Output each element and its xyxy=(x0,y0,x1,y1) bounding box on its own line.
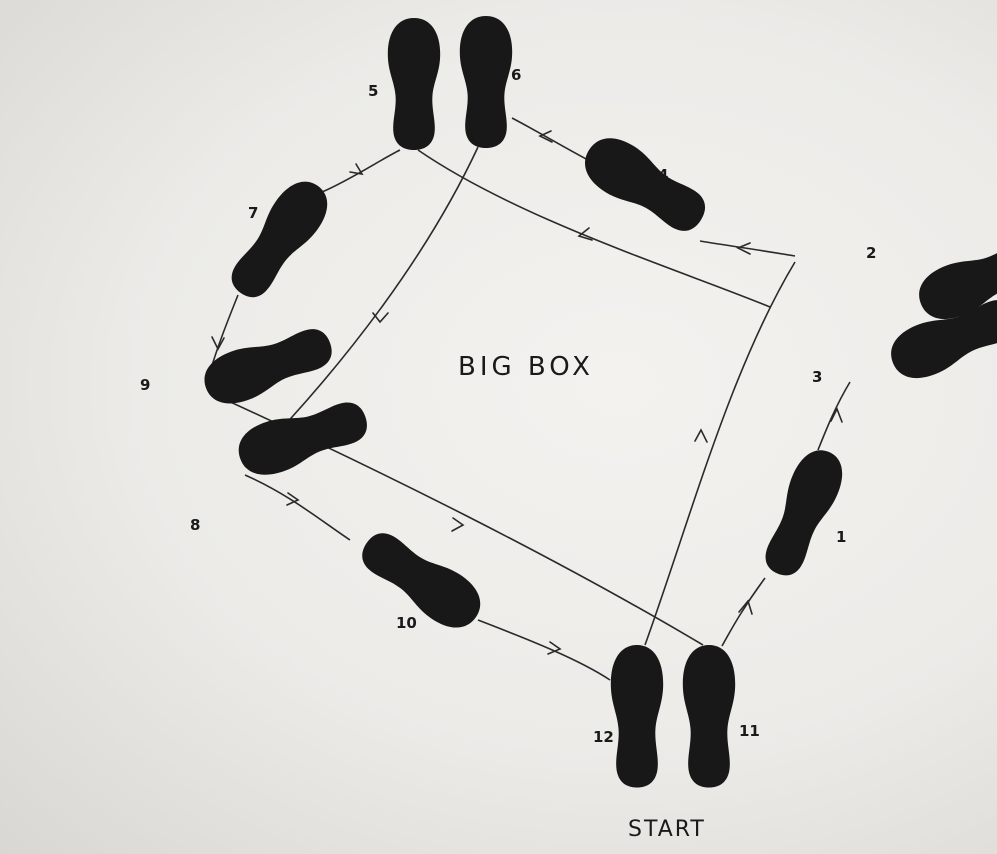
arrow-to-6 xyxy=(538,130,553,143)
path-5-to-7 xyxy=(321,149,401,193)
arrow-to-3 xyxy=(830,407,843,423)
path-arrows xyxy=(211,130,843,655)
path-4-to-6 xyxy=(511,117,589,161)
step-label-6: 6 xyxy=(511,66,521,84)
step-labels: 1 2 3 4 5 6 7 8 9 10 11 12 xyxy=(140,66,876,746)
footprint-4 xyxy=(574,127,716,243)
arrow-to-4 xyxy=(736,242,751,255)
footprint-5 xyxy=(387,18,441,150)
footprint-10 xyxy=(351,521,491,639)
step-label-1: 1 xyxy=(836,528,846,546)
footprint-6 xyxy=(459,16,513,148)
big-box-title: BIG BOX xyxy=(458,352,594,382)
path-10-to-12 xyxy=(477,619,611,681)
arrow-to-10 xyxy=(286,492,300,506)
path-3-to-5 xyxy=(417,149,771,308)
footprint-7 xyxy=(220,171,339,308)
path-start-to-1 xyxy=(721,577,766,647)
step-paths xyxy=(209,117,851,681)
start-label: START xyxy=(628,817,706,842)
step-label-11: 11 xyxy=(739,722,760,740)
path-8-to-10 xyxy=(244,474,351,541)
step-label-8: 8 xyxy=(190,516,200,534)
arrow-to-11 xyxy=(451,517,465,532)
arrow-to-2 xyxy=(694,428,708,443)
arrow-to-7 xyxy=(349,163,364,176)
path-1-to-3 xyxy=(817,381,851,451)
arrow-to-9 xyxy=(211,336,225,351)
step-label-5: 5 xyxy=(368,82,378,100)
footprint-9 xyxy=(197,318,339,413)
step-label-12: 12 xyxy=(593,728,614,746)
arrow-to-8 xyxy=(372,312,389,324)
arrow-to-1 xyxy=(738,599,753,615)
step-label-2: 2 xyxy=(866,244,876,262)
footprint-11 xyxy=(682,645,736,788)
path-2-to-4 xyxy=(699,240,796,257)
arrow-to-5 xyxy=(577,227,593,241)
path-12-to-2 xyxy=(644,261,796,646)
step-label-7: 7 xyxy=(248,204,258,222)
step-label-9: 9 xyxy=(140,376,150,394)
step-label-4: 4 xyxy=(658,166,668,184)
footprint-12 xyxy=(610,645,664,788)
step-label-10: 10 xyxy=(396,614,417,632)
step-label-3: 3 xyxy=(812,368,822,386)
arrow-to-12 xyxy=(547,641,562,655)
footprint-1 xyxy=(755,442,852,584)
